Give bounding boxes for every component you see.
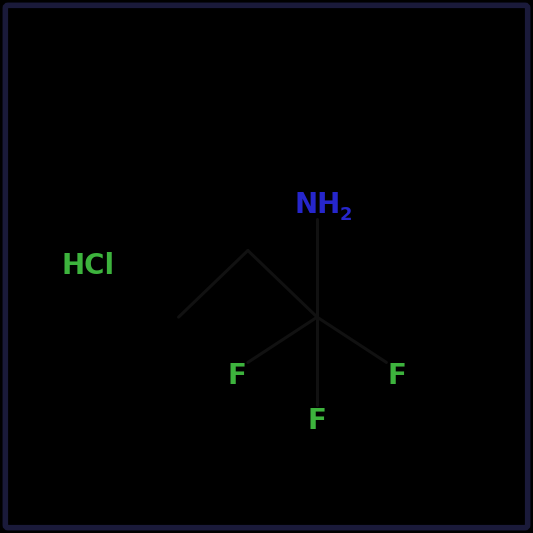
Text: 2: 2 — [339, 206, 352, 224]
Text: F: F — [228, 362, 247, 390]
Text: HCl: HCl — [61, 253, 115, 280]
Text: NH: NH — [294, 191, 340, 219]
Text: F: F — [387, 362, 407, 390]
Text: F: F — [308, 407, 327, 435]
